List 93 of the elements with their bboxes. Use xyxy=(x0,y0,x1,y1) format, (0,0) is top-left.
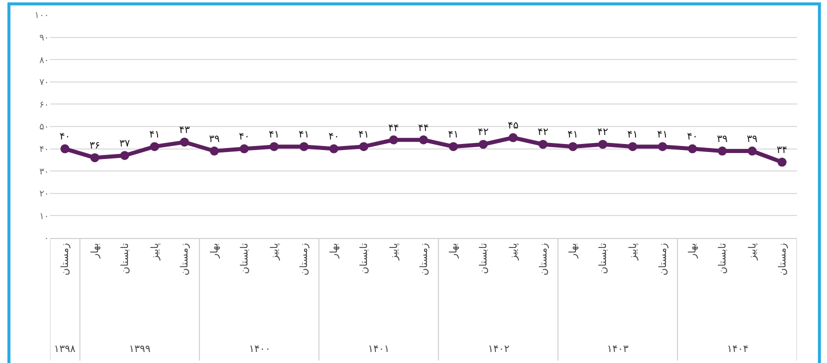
y-tick-label: ۳۰ xyxy=(39,167,49,178)
data-label: ۴۱ xyxy=(627,129,638,140)
point xyxy=(658,142,668,152)
data-label: ۴۴ xyxy=(418,122,429,134)
data-label: ۴۰ xyxy=(238,132,250,143)
point xyxy=(389,135,398,144)
category-label: زمستان xyxy=(180,243,191,276)
category-label: بهار xyxy=(448,243,460,258)
category-label: پاییز xyxy=(508,243,520,260)
point xyxy=(568,142,578,152)
data-label: ۴۱ xyxy=(568,129,578,140)
category-label: زمستان xyxy=(658,243,669,276)
data-label: ۴۰ xyxy=(687,132,698,143)
point xyxy=(508,133,518,142)
point xyxy=(688,144,697,154)
category-label: ۱۴۰۱ xyxy=(368,344,390,355)
data-label: ۴۳ xyxy=(179,124,190,136)
category-label: بهار xyxy=(210,243,221,258)
category-label: ۱۴۰۰ xyxy=(249,344,270,355)
category-label: تابستان xyxy=(478,243,490,274)
point xyxy=(329,144,338,154)
point xyxy=(299,142,308,152)
category-label: ۱۳۹۹ xyxy=(129,344,150,355)
point xyxy=(270,142,279,152)
point xyxy=(448,142,458,152)
y-tick-label: ۶۰ xyxy=(39,100,49,110)
category-label: ۱۴۰۲ xyxy=(488,344,510,355)
data-label: ۳۶ xyxy=(89,140,100,152)
category-label: بهار xyxy=(568,243,580,258)
category-label: زمستان xyxy=(538,243,550,276)
data-label: ۳۹ xyxy=(746,134,758,145)
y-tick-label: ۲۰ xyxy=(39,190,49,200)
data-label: ۴۰ xyxy=(60,132,70,143)
point xyxy=(90,153,100,162)
y-tick-label: ۰ xyxy=(44,234,49,244)
category-label: تابستان xyxy=(598,243,610,274)
point xyxy=(419,135,428,144)
y-tick-label: ۵۰ xyxy=(39,122,49,133)
category-label: بهار xyxy=(90,243,102,258)
data-label: ۴۱ xyxy=(657,129,668,140)
category-label: پاییز xyxy=(150,243,161,260)
category-label: زمستان xyxy=(60,243,72,276)
point xyxy=(718,146,727,156)
category-label: پاییز xyxy=(747,243,758,260)
category-label: پاییز xyxy=(628,243,639,260)
category-label: ۱۴۰۴ xyxy=(727,344,748,355)
point xyxy=(748,146,757,156)
data-label: ۴۱ xyxy=(298,129,310,140)
point xyxy=(359,142,368,152)
category-label: تابستان xyxy=(120,243,131,274)
data-label: ۴۲ xyxy=(597,127,608,138)
y-tick-label: ۱۰ xyxy=(39,212,49,222)
data-label: ۴۱ xyxy=(149,129,160,140)
category-label: بهار xyxy=(688,243,699,258)
category-label: تابستان xyxy=(718,243,729,274)
y-tick-label: ۱۰۰ xyxy=(34,11,49,22)
point xyxy=(240,144,249,154)
data-label: ۳۹ xyxy=(716,134,728,145)
data-label: ۴۱ xyxy=(448,129,459,140)
category-label: ۱۴۰۳ xyxy=(607,344,628,355)
point xyxy=(598,140,608,149)
data-label: ۴۲ xyxy=(538,127,548,138)
point xyxy=(778,158,787,167)
y-tick-label: ۴۰ xyxy=(39,144,49,155)
category-label: زمستان xyxy=(418,243,430,276)
data-label: ۴۴ xyxy=(388,122,399,134)
y-tick-label: ۷۰ xyxy=(39,78,49,88)
category-label: پاییز xyxy=(269,243,280,260)
y-tick-label: ۸۰ xyxy=(39,56,49,66)
point xyxy=(538,140,548,149)
data-label: ۳۹ xyxy=(208,134,220,145)
y-tick-label: ۹۰ xyxy=(39,33,49,44)
point xyxy=(210,146,219,156)
point xyxy=(150,142,160,152)
point xyxy=(628,142,638,152)
point xyxy=(120,150,130,160)
category-label: پاییز xyxy=(388,243,400,260)
data-label: ۴۲ xyxy=(478,127,489,138)
point xyxy=(60,144,70,154)
point xyxy=(478,140,488,149)
category-label: ۱۳۹۸ xyxy=(54,344,76,355)
category-label: زمستان xyxy=(299,243,310,276)
data-label: ۴۱ xyxy=(358,129,370,140)
category-label: زمستان xyxy=(777,243,788,276)
category-label: تابستان xyxy=(239,243,250,274)
data-label: ۳۴ xyxy=(776,145,788,156)
data-label: ۳۷ xyxy=(119,138,131,150)
category-label: تابستان xyxy=(358,243,370,274)
data-label: ۴۵ xyxy=(508,120,519,132)
category-label: بهار xyxy=(329,243,340,258)
data-label: ۴۰ xyxy=(328,132,340,143)
point xyxy=(180,138,189,147)
data-label: ۴۱ xyxy=(268,129,280,140)
